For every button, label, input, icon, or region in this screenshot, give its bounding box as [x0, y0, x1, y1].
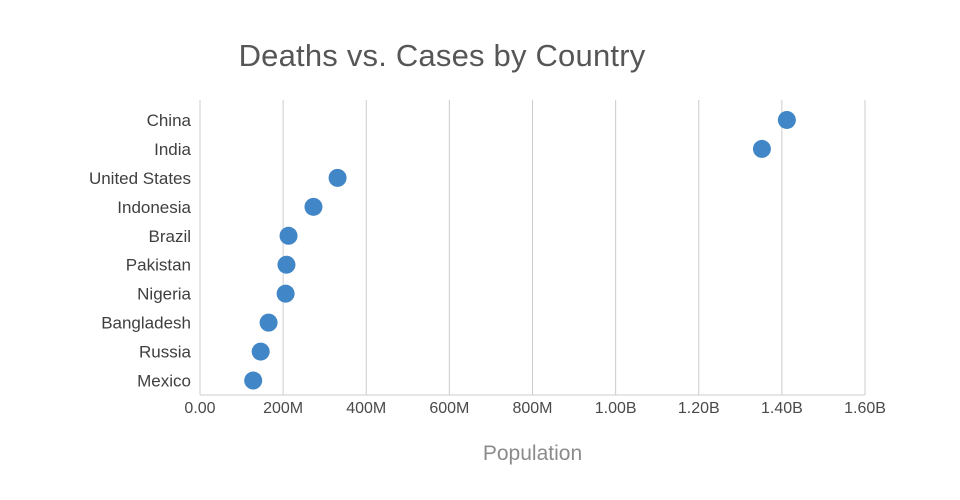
data-point-dot[interactable] — [277, 255, 296, 274]
x-tick-label: 800M — [512, 400, 552, 417]
y-tick-label: Indonesia — [117, 198, 191, 217]
x-tick-label: 1.00B — [595, 400, 637, 417]
x-tick-label: 1.60B — [844, 400, 886, 417]
y-tick-label: Mexico — [137, 372, 191, 391]
x-tick-label: 200M — [263, 400, 303, 417]
data-point-dot[interactable] — [752, 139, 771, 158]
y-tick-label: Bangladesh — [101, 314, 191, 333]
y-tick-label: Nigeria — [137, 285, 191, 304]
data-point-dot[interactable] — [777, 110, 796, 129]
x-tick-label: 400M — [346, 400, 386, 417]
chart-title: Deaths vs. Cases by Country — [238, 38, 646, 73]
y-tick-label: Pakistan — [126, 256, 191, 275]
y-tick-label: United States — [89, 169, 191, 188]
x-axis-title: Population — [482, 442, 583, 465]
y-tick-label: Russia — [139, 343, 192, 362]
x-tick-label: 600M — [429, 400, 469, 417]
data-point-dot[interactable] — [304, 197, 323, 216]
data-point-dot[interactable] — [276, 284, 295, 303]
data-point-dot[interactable] — [328, 168, 347, 187]
data-point-dot[interactable] — [279, 226, 298, 245]
data-point-dot[interactable] — [244, 371, 263, 390]
x-tick-label: 0.00 — [184, 400, 215, 417]
y-tick-label: India — [154, 140, 191, 159]
data-point-dot[interactable] — [251, 342, 270, 361]
x-tick-label: 1.20B — [678, 400, 720, 417]
x-tick-label: 1.40B — [761, 400, 803, 417]
y-tick-label: China — [147, 111, 192, 130]
y-tick-label: Brazil — [148, 227, 191, 246]
data-point-dot[interactable] — [259, 313, 278, 332]
